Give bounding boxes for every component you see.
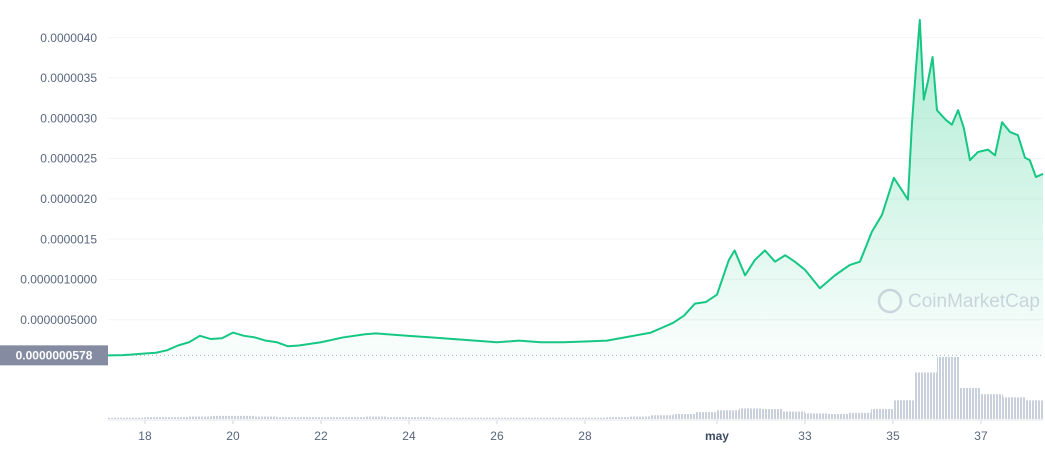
volume-bar — [650, 415, 673, 419]
volume-bar — [694, 412, 717, 419]
volume-bar — [188, 416, 211, 419]
y-tick-label: 0.0000030 — [40, 111, 97, 125]
volume-bar — [144, 417, 167, 419]
watermark: CoinMarketCap — [877, 288, 1040, 314]
volume-bar — [474, 417, 497, 419]
volume-bar — [320, 417, 343, 419]
volume-bar — [760, 409, 783, 419]
watermark-text: CoinMarketCap — [908, 291, 1040, 312]
volume-bar — [254, 416, 277, 419]
volume-bar — [122, 417, 145, 419]
volume-bar — [452, 417, 475, 419]
volume — [108, 357, 1043, 419]
x-tick-label: 28 — [578, 429, 592, 443]
labels: 0.0000005000 0.0000010000 0.0000015 0.00000… — [0, 31, 988, 443]
volume-bar — [496, 417, 519, 419]
volume-bar — [562, 417, 585, 419]
volume-bar — [166, 417, 189, 419]
y-tick-label: 0.0000020 — [40, 192, 97, 206]
y-tick-label: 0.0000040 — [40, 31, 97, 45]
volume-bar — [826, 414, 849, 419]
volume-bar — [364, 416, 387, 419]
y-tick-label: 0.0000025 — [40, 152, 97, 166]
grid — [108, 37, 1043, 424]
volume-bar — [738, 408, 761, 419]
volume-bar — [672, 414, 695, 419]
volume-bar — [958, 388, 981, 419]
volume-bar — [298, 417, 321, 419]
volume-bar — [804, 413, 827, 419]
price-line — [107, 18, 1044, 357]
volume-bar — [980, 394, 1003, 419]
volume-bar — [430, 417, 453, 419]
volume-bar — [518, 417, 541, 419]
volume-bar — [628, 416, 651, 419]
y-tick-label: 0.0000010000 — [20, 273, 97, 287]
price-area — [108, 19, 1043, 360]
volume-bar — [540, 417, 563, 419]
volume-bar — [716, 410, 739, 419]
volume-bar — [386, 417, 409, 419]
x-tick-label: 33 — [798, 429, 812, 443]
x-tick-label: 20 — [226, 429, 240, 443]
volume-bar — [782, 411, 805, 419]
y-tick-label: 0.0000005000 — [20, 313, 97, 327]
watermark-logo — [877, 288, 903, 314]
volume-bar — [914, 372, 937, 419]
volume-bar — [108, 417, 123, 419]
volume-bar — [1024, 400, 1043, 419]
volume-bar — [936, 357, 959, 419]
y-tick-label: 0.0000035 — [40, 71, 97, 85]
x-tick-label: 26 — [490, 429, 504, 443]
volume-bar — [1002, 397, 1025, 419]
x-tick-label: 18 — [138, 429, 152, 443]
y-tick-label: 0.0000015 — [40, 232, 97, 246]
volume-bar — [342, 417, 365, 419]
x-tick-label: 22 — [314, 429, 328, 443]
volume-bar — [892, 400, 915, 419]
x-tick-label: may — [705, 429, 729, 443]
x-tick-label: 24 — [402, 429, 416, 443]
volume-bar — [210, 415, 233, 419]
x-tick-label: 37 — [974, 429, 988, 443]
price-marker-label: 0.0000000578 — [16, 349, 93, 363]
volume-bar — [870, 409, 893, 419]
x-tick-label: 35 — [886, 429, 900, 443]
volume-bar — [408, 417, 431, 419]
plot — [107, 18, 1044, 360]
volume-bar — [848, 412, 871, 419]
volume-bar — [232, 415, 255, 419]
volume-bar — [276, 417, 299, 419]
volume-bar — [584, 417, 607, 419]
volume-bar — [606, 417, 629, 419]
price-marker-box — [0, 345, 108, 366]
